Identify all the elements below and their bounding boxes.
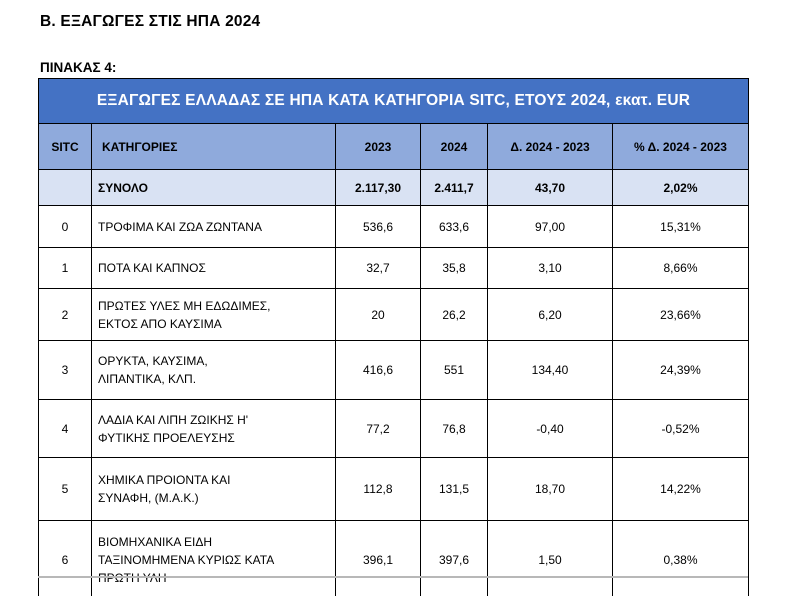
category-cell: ΒΙΟΜΗΧΑΝΙΚΑ ΕΙΔΗ ΤΑΞΙΝΟΜΗΜΕΝΑ ΚΥΡΙΩΣ ΚΑΤ… — [91, 520, 336, 596]
sitc-cell: 0 — [38, 205, 92, 248]
value-2024-cell: 397,6 — [420, 520, 488, 596]
value-2024-cell: 2.411,7 — [420, 169, 488, 206]
value-2024-cell: 633,6 — [420, 205, 488, 248]
delta-pct-cell: -0,52% — [612, 399, 749, 458]
value-2024-cell: 551 — [420, 340, 488, 400]
delta-pct-cell: 0,38% — [612, 520, 749, 596]
table-row: 0 ΤΡΟΦΙΜΑ ΚΑΙ ΖΩΑ ΖΩΝΤΑΝΑ 536,6 633,6 97… — [38, 205, 749, 248]
table-row: 6 ΒΙΟΜΗΧΑΝΙΚΑ ΕΙΔΗ ΤΑΞΙΝΟΜΗΜΕΝΑ ΚΥΡΙΩΣ Κ… — [38, 520, 749, 596]
value-2023-cell: 77,2 — [335, 399, 421, 458]
page-title: Β. ΕΞΑΓΩΓΕΣ ΣΤΙΣ ΗΠΑ 2024 — [40, 13, 261, 30]
sitc-cell: 6 — [38, 520, 92, 596]
value-2024-cell: 35,8 — [420, 247, 488, 289]
value-2023-cell: 32,7 — [335, 247, 421, 289]
value-2024-cell: 26,2 — [420, 288, 488, 341]
column-header-delta-pct: % Δ. 2024 - 2023 — [612, 123, 749, 170]
value-2023-cell: 536,6 — [335, 205, 421, 248]
category-cell: ΠΡΩΤΕΣ ΥΛΕΣ ΜΗ ΕΔΩΔΙΜΕΣ, ΕΚΤΟΣ ΑΠΟ ΚΑΥΣΙ… — [91, 288, 336, 341]
table-header-row: SITC ΚΑΤΗΓΟΡΙΕΣ 2023 2024 Δ. 2024 - 2023… — [38, 123, 749, 170]
delta-cell: -0,40 — [487, 399, 613, 458]
cutoff-next-row-border — [38, 576, 748, 578]
delta-cell: 134,40 — [487, 340, 613, 400]
table-row: 5 ΧΗΜΙΚΑ ΠΡΟΙΟΝΤΑ ΚΑΙ ΣΥΝΑΦΗ, (Μ.Α.Κ.) 1… — [38, 457, 749, 521]
column-header-delta: Δ. 2024 - 2023 — [487, 123, 613, 170]
category-cell: ΛΑΔΙΑ ΚΑΙ ΛΙΠΗ ΖΩΙΚΗΣ Η' ΦΥΤΙΚΗΣ ΠΡΟΕΛΕΥ… — [91, 399, 336, 458]
delta-pct-cell: 24,39% — [612, 340, 749, 400]
delta-pct-cell: 15,31% — [612, 205, 749, 248]
delta-cell: 6,20 — [487, 288, 613, 341]
value-2024-cell: 131,5 — [420, 457, 488, 521]
category-cell: ΠΟΤΑ ΚΑΙ ΚΑΠΝΟΣ — [91, 247, 336, 289]
delta-pct-cell: 23,66% — [612, 288, 749, 341]
sitc-cell: 4 — [38, 399, 92, 458]
table-label: ΠΙΝΑΚΑΣ 4: — [40, 60, 117, 75]
value-2023-cell: 20 — [335, 288, 421, 341]
delta-pct-cell: 14,22% — [612, 457, 749, 521]
column-header-2023: 2023 — [335, 123, 421, 170]
delta-pct-cell: 8,66% — [612, 247, 749, 289]
table-title-row: ΕΞΑΓΩΓΕΣ ΕΛΛΑΔΑΣ ΣΕ ΗΠΑ ΚΑΤΑ ΚΑΤΗΓΟΡΙΑ S… — [38, 78, 749, 124]
delta-pct-cell: 2,02% — [612, 169, 749, 206]
column-header-2024: 2024 — [420, 123, 488, 170]
sitc-cell: 1 — [38, 247, 92, 289]
category-cell: ΣΥΝΟΛΟ — [91, 169, 336, 206]
category-cell: ΧΗΜΙΚΑ ΠΡΟΙΟΝΤΑ ΚΑΙ ΣΥΝΑΦΗ, (Μ.Α.Κ.) — [91, 457, 336, 521]
value-2023-cell: 396,1 — [335, 520, 421, 596]
sitc-cell: 2 — [38, 288, 92, 341]
delta-cell: 3,10 — [487, 247, 613, 289]
column-header-category: ΚΑΤΗΓΟΡΙΕΣ — [91, 123, 336, 170]
sitc-cell: 5 — [38, 457, 92, 521]
value-2023-cell: 2.117,30 — [335, 169, 421, 206]
table-row: 4 ΛΑΔΙΑ ΚΑΙ ΛΙΠΗ ΖΩΙΚΗΣ Η' ΦΥΤΙΚΗΣ ΠΡΟΕΛ… — [38, 399, 749, 458]
column-header-sitc: SITC — [38, 123, 92, 170]
delta-cell: 97,00 — [487, 205, 613, 248]
sitc-exports-table: ΕΞΑΓΩΓΕΣ ΕΛΛΑΔΑΣ ΣΕ ΗΠΑ ΚΑΤΑ ΚΑΤΗΓΟΡΙΑ S… — [38, 78, 749, 596]
value-2023-cell: 112,8 — [335, 457, 421, 521]
sitc-cell: 3 — [38, 340, 92, 400]
delta-cell: 43,70 — [487, 169, 613, 206]
sitc-cell — [38, 169, 92, 206]
table-title: ΕΞΑΓΩΓΕΣ ΕΛΛΑΔΑΣ ΣΕ ΗΠΑ ΚΑΤΑ ΚΑΤΗΓΟΡΙΑ S… — [38, 78, 749, 124]
delta-cell: 18,70 — [487, 457, 613, 521]
total-row: ΣΥΝΟΛΟ 2.117,30 2.411,7 43,70 2,02% — [38, 169, 749, 206]
table-row: 3 ΟΡΥΚΤΑ, ΚΑΥΣΙΜΑ, ΛΙΠΑΝΤΙΚΑ, ΚΛΠ. 416,6… — [38, 340, 749, 400]
table-row: 1 ΠΟΤΑ ΚΑΙ ΚΑΠΝΟΣ 32,7 35,8 3,10 8,66% — [38, 247, 749, 289]
category-cell: ΟΡΥΚΤΑ, ΚΑΥΣΙΜΑ, ΛΙΠΑΝΤΙΚΑ, ΚΛΠ. — [91, 340, 336, 400]
delta-cell: 1,50 — [487, 520, 613, 596]
table-row: 2 ΠΡΩΤΕΣ ΥΛΕΣ ΜΗ ΕΔΩΔΙΜΕΣ, ΕΚΤΟΣ ΑΠΟ ΚΑΥ… — [38, 288, 749, 341]
value-2024-cell: 76,8 — [420, 399, 488, 458]
category-cell: ΤΡΟΦΙΜΑ ΚΑΙ ΖΩΑ ΖΩΝΤΑΝΑ — [91, 205, 336, 248]
value-2023-cell: 416,6 — [335, 340, 421, 400]
